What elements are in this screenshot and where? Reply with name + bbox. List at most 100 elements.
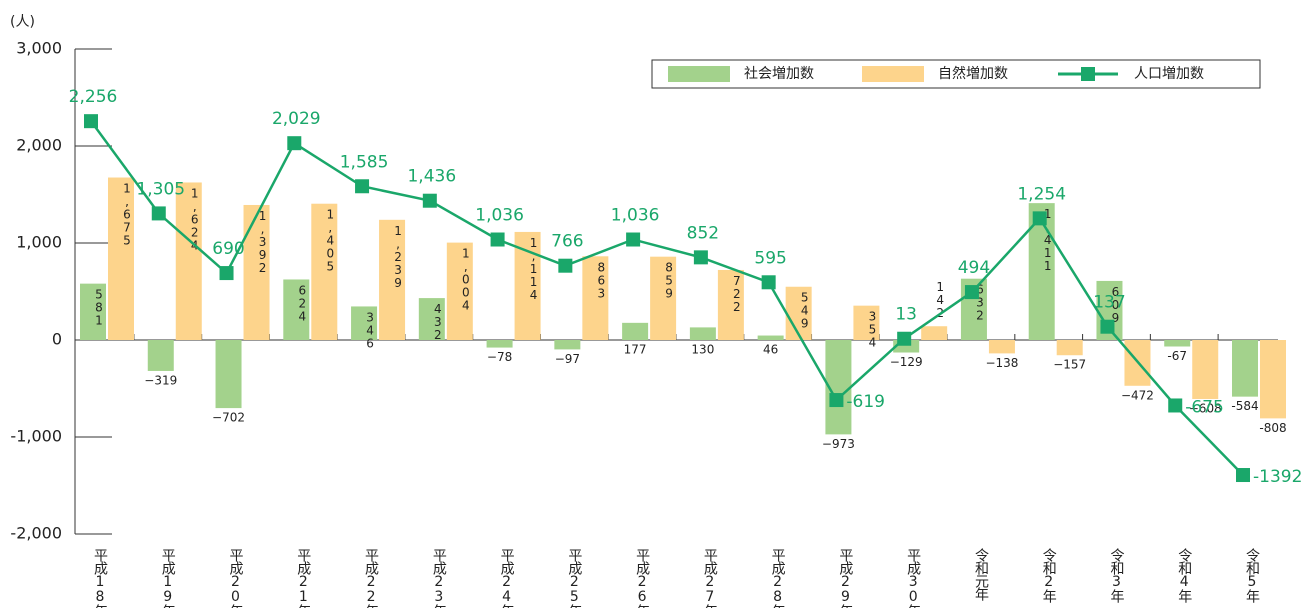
line-point: [693, 250, 708, 265]
legend-label: 社会増加数: [744, 66, 814, 82]
bar: [1260, 340, 1286, 419]
line-value-label: 595: [754, 248, 786, 268]
x-tick-label: 平成18年: [92, 548, 108, 608]
y-tick-label: 3,000: [16, 39, 62, 58]
x-tick-label: 平成29年: [837, 548, 853, 608]
bar: [717, 269, 744, 340]
bar-value-label: −78: [487, 350, 512, 364]
line-value-label: 494: [958, 258, 990, 278]
bar: [689, 327, 716, 340]
bar: [853, 305, 880, 340]
bar-value-label: 46: [763, 343, 778, 357]
y-tick-label: 1,000: [16, 233, 62, 252]
line-value-label: -619: [846, 392, 885, 412]
bar: [554, 340, 581, 350]
line-value-label: 1,036: [475, 206, 524, 226]
bar-value-label: 624: [295, 283, 309, 322]
bar: [486, 340, 513, 348]
bar: [1056, 340, 1083, 356]
bar-value-label: 1,239: [391, 224, 405, 289]
line-value-label: 1,585: [340, 152, 389, 172]
line-point: [84, 114, 98, 129]
x-tick-label: 平成22年: [363, 548, 379, 608]
x-tick-label: 平成19年: [160, 548, 176, 608]
x-tick-label: 平成30年: [905, 548, 921, 608]
line-point: [151, 206, 166, 221]
legend-label: 人口増加数: [1134, 66, 1204, 82]
bar-value-label: 354: [865, 310, 879, 349]
x-tick-label: 令和5年: [1244, 548, 1260, 603]
bar-value-label: 549: [798, 291, 812, 330]
line-value-label: -1392: [1253, 467, 1302, 487]
bar-value-label: 1,624: [188, 186, 202, 251]
bar: [418, 298, 445, 340]
x-tick-label: 平成25年: [566, 548, 582, 608]
line-point: [626, 232, 641, 247]
bar: [785, 286, 812, 340]
line-point: [1168, 398, 1183, 413]
line-value-label: 1,036: [611, 206, 660, 226]
line-value-label: -675: [1185, 397, 1224, 417]
line-point: [490, 232, 505, 247]
bar-value-label: 722: [730, 274, 744, 313]
legend-box: [651, 59, 1261, 89]
bar: [108, 177, 134, 340]
bar: [351, 306, 378, 340]
bar: [147, 340, 174, 371]
bar-value-label: 1,004: [459, 247, 473, 312]
line-point: [558, 258, 573, 273]
x-tick-label: 平成21年: [295, 548, 311, 608]
line-value-label: 1,305: [136, 179, 185, 199]
bar-value-label: 1,405: [323, 208, 337, 273]
bar-value-label: 581: [92, 288, 106, 327]
bar-value-label: 859: [662, 261, 676, 300]
x-tick-label: 平成24年: [499, 548, 515, 608]
x-tick-label: 平成28年: [770, 548, 786, 608]
x-tick-label: 平成27年: [702, 548, 718, 608]
bar-value-label: −129: [890, 355, 923, 369]
legend-swatch: [862, 66, 924, 82]
bar: [80, 283, 106, 340]
x-tick-label: 平成20年: [228, 548, 244, 608]
bar: [757, 335, 784, 340]
line-point: [761, 275, 776, 290]
bar-value-label: -808: [1259, 421, 1286, 435]
bar-value-label: −157: [1053, 358, 1086, 372]
line-value-label: 766: [551, 232, 583, 252]
line-point: [287, 136, 302, 151]
line-value-label: 2,256: [69, 87, 118, 107]
bar: [650, 256, 677, 340]
bar-value-label: −973: [822, 437, 855, 451]
line-value-label: 1,436: [407, 167, 456, 187]
line-value-label: 1,254: [1017, 184, 1066, 204]
x-tick-label: 令和3年: [1108, 548, 1124, 603]
bar: [1232, 340, 1258, 397]
bar-value-label: 863: [594, 260, 608, 299]
bar: [446, 242, 473, 340]
line-value-label: 690: [212, 239, 244, 259]
bar: [215, 340, 242, 409]
line-point: [829, 393, 844, 408]
line-point: [422, 193, 437, 208]
bar: [311, 203, 338, 340]
line: [89, 120, 1244, 476]
bar: [1164, 340, 1191, 347]
line-point: [964, 285, 979, 300]
legend-label: 自然増加数: [938, 65, 1008, 82]
bar-value-label: 1,114: [527, 236, 541, 301]
bar-value-label: 142: [933, 280, 947, 319]
y-tick-label: -2,000: [10, 524, 62, 543]
line-point: [897, 331, 912, 346]
y-axis-label: (人): [10, 14, 35, 30]
legend-swatch: [668, 66, 730, 82]
x-tick-label: 令和元年: [973, 548, 989, 601]
bar-value-label: 1,392: [256, 209, 270, 274]
x-tick-label: 平成26年: [634, 548, 650, 608]
x-tick-label: 平成23年: [431, 548, 447, 608]
bar-value-label: 177: [624, 343, 647, 357]
bar-value-label: 346: [363, 310, 377, 349]
line-point: [1236, 468, 1250, 483]
y-tick-label: -1,000: [10, 427, 62, 446]
line-value-label: 2,029: [272, 109, 321, 129]
